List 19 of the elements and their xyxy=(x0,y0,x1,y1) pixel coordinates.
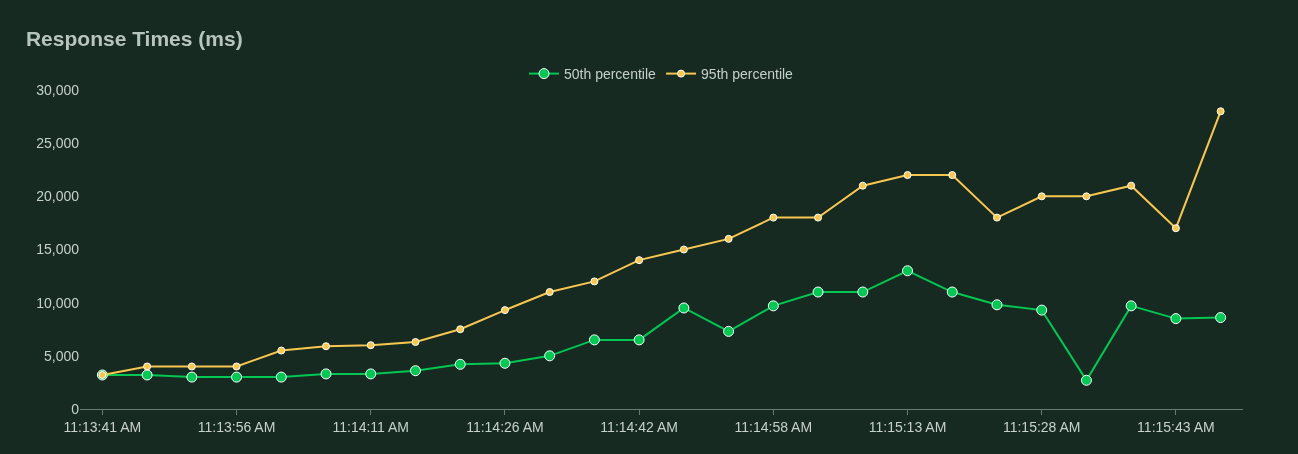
y-tick-label: 25,000 xyxy=(36,135,80,152)
y-tick-label: 5,000 xyxy=(43,347,80,364)
y-tick-label: 20,000 xyxy=(36,188,80,205)
x-tick-label: 11:13:56 AM xyxy=(197,418,276,435)
x-tick-label: 11:15:28 AM xyxy=(1002,418,1081,435)
y-tick-label: 10,000 xyxy=(36,294,80,311)
x-tick-label: 11:14:26 AM xyxy=(466,418,544,435)
x-tick-label: 11:15:13 AM xyxy=(868,418,947,435)
x-tick-label: 11:14:58 AM xyxy=(734,418,813,435)
legend-label: 50th percentile xyxy=(564,66,657,83)
x-tick-label: 11:14:11 AM xyxy=(332,418,410,435)
chart-title: Response Times (ms) xyxy=(25,27,243,51)
y-tick-label: 30,000 xyxy=(36,81,80,98)
x-tick-label: 11:15:43 AM xyxy=(1137,418,1215,435)
legend-label: 95th percentile xyxy=(701,66,794,83)
x-tick-label: 11:14:42 AM xyxy=(600,418,678,435)
y-tick-label: 0 xyxy=(71,400,80,417)
y-tick-label: 15,000 xyxy=(36,241,80,258)
x-tick-label: 11:13:41 AM xyxy=(63,418,142,435)
